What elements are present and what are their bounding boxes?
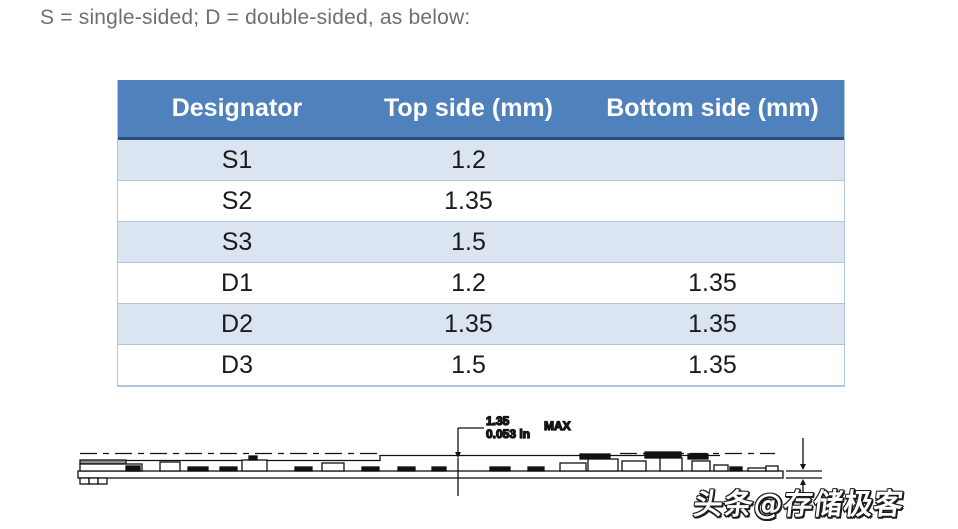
- cell-bottom-side: [581, 181, 844, 221]
- dimension-inch-label: 0.053 in: [486, 427, 530, 441]
- cell-top-side: 1.2: [451, 145, 486, 174]
- thickness-dimension-right: [786, 438, 822, 506]
- cell-bottom-side: 1.35: [688, 350, 737, 379]
- table-row: S3 1.5: [118, 222, 844, 263]
- top-side-components: [159, 451, 779, 472]
- column-header-designator: Designator: [171, 94, 303, 122]
- dimension-max-label: MAX: [544, 419, 571, 433]
- cell-designator: S3: [221, 227, 253, 256]
- pcb-board-slab: [77, 470, 784, 479]
- table-row: S2 1.35: [118, 181, 844, 222]
- table-row: D3 1.5 1.35: [118, 345, 844, 386]
- table-row: S1 1.2: [118, 140, 844, 181]
- cell-top-side: 1.35: [444, 309, 493, 338]
- cell-top-side: 1.35: [444, 186, 493, 215]
- height-dimension-callout: 1.35 0.053 in MAX: [455, 413, 571, 496]
- dimension-mm-label: 1.35: [486, 414, 510, 428]
- cell-designator: S1: [221, 145, 253, 174]
- cell-designator: D1: [221, 268, 253, 297]
- cell-bottom-side: 1.35: [688, 268, 737, 297]
- column-header-top-side: Top side (mm): [384, 94, 553, 122]
- cell-top-side: 1.5: [451, 227, 486, 256]
- pcb-cross-section-svg: 1.35 0.053 in MAX: [77, 413, 822, 506]
- thickness-spec-table: Designator Top side (mm) Bottom side (mm…: [117, 80, 845, 387]
- left-component-stack: [79, 459, 143, 472]
- column-header-bottom-side: Bottom side (mm): [606, 94, 819, 122]
- cell-bottom-side: [581, 140, 844, 180]
- edge-connector-pads: [79, 477, 108, 485]
- cell-bottom-side: [581, 222, 844, 262]
- cell-bottom-side: 1.35: [688, 309, 737, 338]
- table-row: D1 1.2 1.35: [118, 263, 844, 304]
- pcb-cross-section-drawing: 1.35 0.053 in MAX: [60, 408, 940, 526]
- cell-designator: S2: [221, 186, 253, 215]
- page-title: S = single-sided; D = double-sided, as b…: [40, 6, 471, 29]
- component-profile-line: [90, 454, 720, 462]
- cell-top-side: 1.2: [451, 268, 486, 297]
- table-header-row: Designator Top side (mm) Bottom side (mm…: [118, 80, 844, 140]
- table-row: D2 1.35 1.35: [118, 304, 844, 345]
- cell-designator: D3: [221, 350, 253, 379]
- watermark-text: 头条@存储极客: [691, 487, 906, 521]
- cell-top-side: 1.5: [451, 350, 486, 379]
- cell-designator: D2: [221, 309, 253, 338]
